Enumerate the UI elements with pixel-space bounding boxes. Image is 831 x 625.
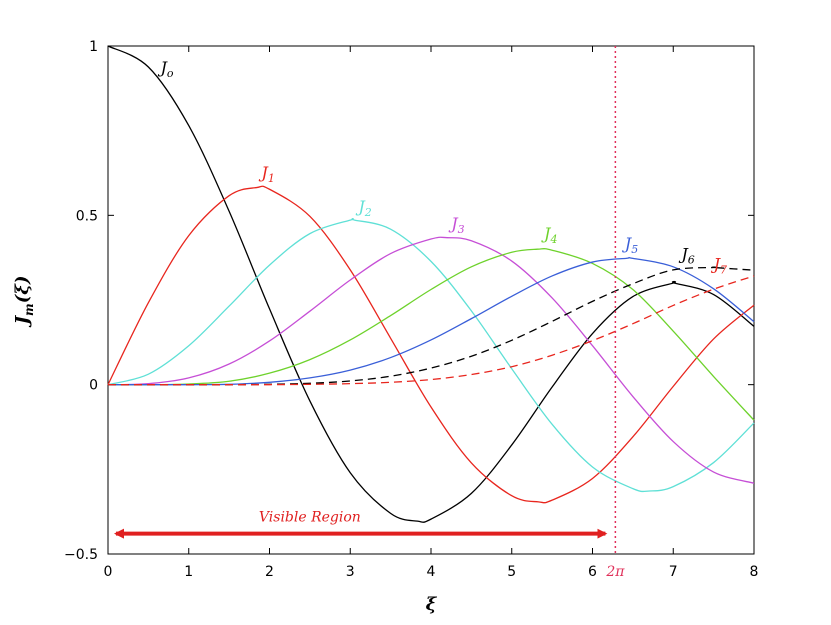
x-tick-label: 6 (588, 564, 597, 580)
curves (107, 45, 755, 523)
x-tick-label: 5 (507, 564, 516, 580)
x-tick-label: 2 (265, 564, 274, 580)
series-line-j6 (108, 266, 755, 386)
two-pi-label: 2π (605, 564, 625, 580)
series-line-j4 (107, 248, 755, 421)
series-label-j2: J2 (355, 197, 371, 219)
visible-region-label: Visible Region (259, 510, 361, 526)
series-label-j0: Jo (157, 58, 173, 80)
series-label-j3: J3 (448, 214, 464, 236)
y-tick-label: 1 (89, 39, 98, 55)
series-line-j2 (107, 218, 755, 493)
plot-frame (107, 45, 755, 555)
series-line-j3 (107, 236, 755, 484)
x-tick-label: 4 (427, 564, 436, 580)
annotations: 2π Visible Region (114, 46, 625, 580)
svg-text:Jm(ξ): Jm(ξ) (12, 276, 36, 328)
y-axis-label-tail: (ξ) (12, 276, 33, 304)
series-line-j5 (107, 256, 755, 386)
x-tick-label: 8 (750, 564, 759, 580)
y-tick-label: −0.5 (64, 547, 98, 563)
x-tick-label: 3 (346, 564, 355, 580)
y-axis-label: Jm(ξ) (12, 276, 36, 328)
y-axis-label-main: J (12, 314, 33, 327)
series-label-j4: J4 (541, 224, 557, 246)
y-tick-label: 0 (89, 378, 98, 394)
x-tick-label: 0 (104, 564, 113, 580)
x-axis-label: ξ (426, 594, 438, 615)
x-tick-label: 1 (184, 564, 193, 580)
series-label-j5: J5 (622, 234, 638, 256)
series-label-j1: J1 (258, 163, 274, 185)
axis-ticks: 0 1 2 3 4 5 6 7 8 −0.5 0 0.5 1 (64, 39, 758, 580)
curve-labels: Jo J1 J2 J3 J4 J5 J6 J7 (157, 58, 727, 276)
y-axis-label-sub: m (22, 303, 36, 316)
series-label-j7: J7 (711, 255, 727, 277)
series-label-j6: J6 (678, 244, 694, 266)
series-line-j7 (108, 275, 755, 386)
series-line-j1 (107, 185, 755, 504)
x-tick-label: 7 (669, 564, 678, 580)
series-line-j0 (107, 45, 755, 523)
y-tick-label: 0.5 (76, 208, 98, 224)
